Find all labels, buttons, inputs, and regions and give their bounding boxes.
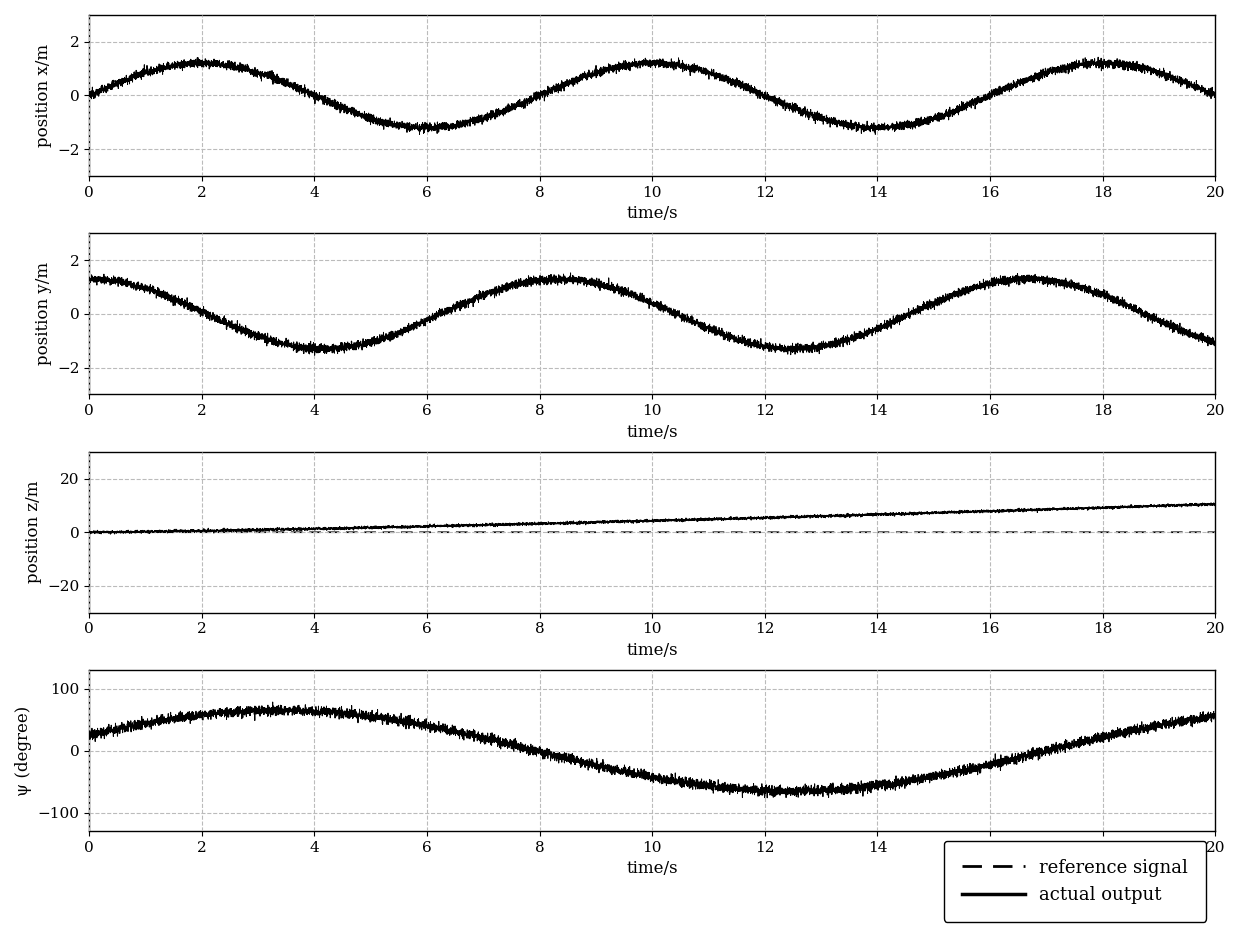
Y-axis label: position y/m: position y/m — [35, 262, 52, 365]
Y-axis label: position z/m: position z/m — [25, 481, 42, 584]
Y-axis label: ψ (degree): ψ (degree) — [15, 705, 32, 796]
X-axis label: time/s: time/s — [626, 860, 678, 877]
X-axis label: time/s: time/s — [626, 205, 678, 222]
X-axis label: time/s: time/s — [626, 642, 678, 659]
Y-axis label: position x/m: position x/m — [35, 44, 52, 147]
Legend: reference signal, actual output: reference signal, actual output — [944, 841, 1207, 922]
X-axis label: time/s: time/s — [626, 424, 678, 441]
